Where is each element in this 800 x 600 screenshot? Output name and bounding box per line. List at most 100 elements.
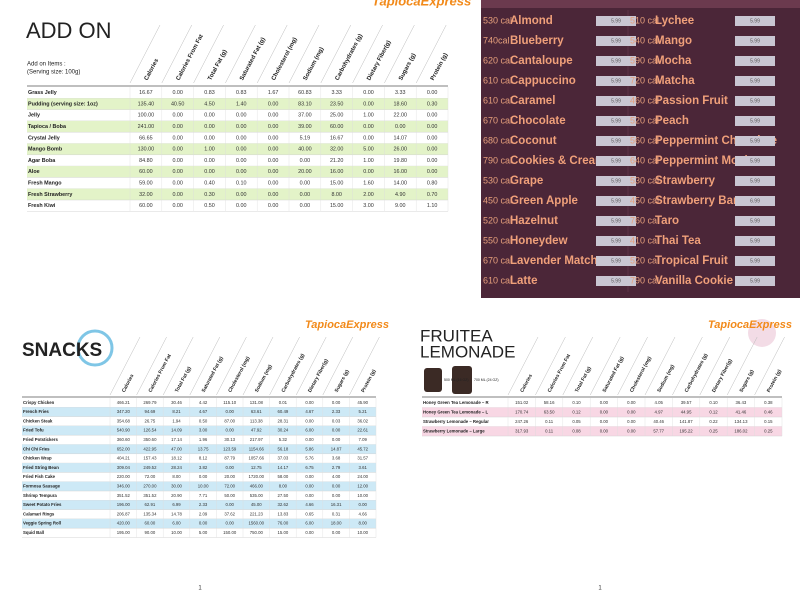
cell-value: 0.00 <box>172 124 183 130</box>
row-label: Fried String Bean <box>23 465 59 470</box>
calories: 590 cal <box>630 55 659 65</box>
cell-value: 47.92 <box>251 428 262 433</box>
row-highlight <box>422 426 782 436</box>
cell-value: 2.33 <box>332 409 341 414</box>
cell-value: 60.83 <box>298 90 312 96</box>
row-label: Fresh Strawberry <box>28 192 72 198</box>
cell-value: 16.31 <box>331 502 342 507</box>
cell-value: 5.32 <box>279 437 288 442</box>
price-tag <box>596 236 636 246</box>
calories: 410 cal <box>630 235 659 245</box>
cell-value: 0.00 <box>363 124 374 130</box>
cell-value: 0.12 <box>709 409 718 414</box>
cell-value: 0.10 <box>709 400 718 405</box>
snacks-icon <box>76 329 114 367</box>
calories: 510 cal <box>630 15 659 25</box>
cell-value: 5.21 <box>359 409 368 414</box>
row-label: Squid Ball <box>23 530 44 535</box>
column-header: Protein (g) <box>360 368 377 393</box>
cell-value: 0.00 <box>300 158 311 164</box>
cell-value: 0.00 <box>427 147 438 153</box>
cell-value: 195.00 <box>117 530 131 535</box>
cell-value: 0.08 <box>572 428 581 433</box>
cell-value: 15.00 <box>330 180 344 186</box>
price-tag <box>735 276 775 286</box>
menu-board-photo <box>481 0 800 298</box>
cell-value: 1560.00 <box>249 521 265 526</box>
cell-value: 32.00 <box>139 192 153 198</box>
cell-value: 18.00 <box>331 521 342 526</box>
cell-value: 196.00 <box>117 502 131 507</box>
cell-value: 32.62 <box>278 502 289 507</box>
cell-value: 4.67 <box>199 409 208 414</box>
cell-value: 0.00 <box>172 90 183 96</box>
cell-value: 58.16 <box>544 400 555 405</box>
cell-value: 0.50 <box>199 418 208 423</box>
cell-value: 0.00 <box>305 437 314 442</box>
column-header: Cholesterol (mg) <box>629 355 653 393</box>
price-tag <box>735 256 775 266</box>
cell-value: 0.00 <box>332 530 341 535</box>
cell-value: 354.68 <box>117 418 131 423</box>
header-rule <box>225 24 256 84</box>
row-label: Crystal Jelly <box>28 135 60 141</box>
drink-name: Matcha <box>655 75 695 87</box>
cell-value: 83.10 <box>298 101 312 107</box>
row-label: Honey Green Tea Lemonade – R <box>423 400 489 405</box>
cell-value: 130.00 <box>138 147 155 153</box>
cell-value: 135.34 <box>143 511 157 516</box>
row-highlight <box>27 98 448 110</box>
drink-name: Cookies & Cream <box>510 155 605 167</box>
cell-value: 56.18 <box>278 446 289 451</box>
row-label: Jelly <box>28 113 40 119</box>
cell-value: 351.52 <box>143 493 157 498</box>
row-label: Aloe <box>28 169 40 175</box>
calories: 760 cal <box>630 215 659 225</box>
cell-value: 0.25 <box>764 428 773 433</box>
cell-value: 12.75 <box>251 465 262 470</box>
cell-value: 3.82 <box>199 465 208 470</box>
cell-value: 2.33 <box>199 502 208 507</box>
cell-value: 5.00 <box>199 530 208 535</box>
cell-value: 59.00 <box>139 180 153 186</box>
cell-value: 14.07 <box>394 135 408 141</box>
cell-value: 0.00 <box>627 419 636 424</box>
cell-value: 57.77 <box>653 428 664 433</box>
row-label: Chicken Steak <box>23 418 53 423</box>
cell-value: 3.00 <box>199 428 208 433</box>
price-tag <box>735 76 775 86</box>
header-rule <box>415 24 447 84</box>
price-tag <box>735 136 775 146</box>
price-tag <box>596 56 636 66</box>
cell-value: 4.00 <box>332 474 341 479</box>
header-rule <box>129 24 161 84</box>
header-rule <box>754 336 785 396</box>
cell-value: 15.00 <box>330 203 344 209</box>
cell-value: 0.00 <box>172 158 183 164</box>
row-label: Strawberry Lemonade – Large <box>423 428 485 433</box>
cell-value: 1154.66 <box>249 446 265 451</box>
section-title: FRUITEA <box>420 326 493 345</box>
cell-value: 0.00 <box>305 483 314 488</box>
cell-value: 60.00 <box>139 203 153 209</box>
price: 5.99 <box>611 38 621 44</box>
cell-value: 0.00 <box>305 493 314 498</box>
row-label: Sweet Potato Fries <box>23 502 62 507</box>
header-rule <box>699 336 731 396</box>
header-rule <box>384 24 415 84</box>
cell-value: 8.00 <box>359 521 368 526</box>
section-title: LEMONADE <box>420 342 515 361</box>
price-tag <box>735 96 775 106</box>
cell-value: 13.75 <box>198 446 209 451</box>
cell-value: 0.00 <box>395 124 406 130</box>
drink-name: Peppermint Mocha <box>655 155 758 167</box>
calories: 670 cal <box>483 255 512 265</box>
cell-value: 40.50 <box>171 101 185 107</box>
cell-value: 0.00 <box>332 493 341 498</box>
cell-value: 0.00 <box>226 521 235 526</box>
cell-value: 25.00 <box>330 113 344 119</box>
drink-name: Peach <box>655 115 689 127</box>
cell-value: 404.21 <box>117 456 131 461</box>
header-rule <box>295 336 327 396</box>
cell-value: 269.79 <box>143 400 157 405</box>
